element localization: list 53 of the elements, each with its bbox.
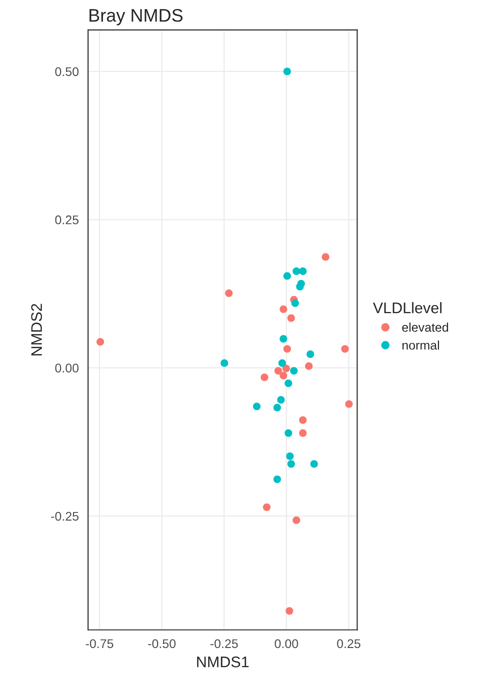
point bbox=[284, 379, 292, 388]
x-tick-label: -0.50 bbox=[148, 639, 176, 648]
x-tick-label: -0.75 bbox=[86, 639, 114, 648]
point bbox=[96, 338, 104, 346]
point bbox=[287, 314, 295, 322]
point bbox=[280, 305, 288, 313]
point bbox=[283, 345, 291, 353]
legend-label: normal bbox=[402, 340, 439, 350]
point bbox=[296, 282, 304, 290]
point bbox=[299, 267, 307, 276]
legend-label: elevated bbox=[402, 322, 448, 332]
point bbox=[292, 516, 300, 524]
point bbox=[287, 460, 295, 468]
x-tick-label: -0.25 bbox=[210, 639, 238, 648]
point bbox=[286, 607, 294, 615]
point bbox=[274, 367, 282, 375]
point bbox=[273, 475, 282, 484]
legend-title: VLDLlevel bbox=[372, 302, 442, 314]
point bbox=[290, 367, 298, 375]
y-tick-label: 0.00 bbox=[55, 364, 79, 372]
x-axis-title: NMDS1 bbox=[197, 656, 249, 668]
point bbox=[299, 429, 307, 437]
point bbox=[305, 362, 313, 370]
y-tick-label: 0.25 bbox=[55, 215, 79, 224]
y-axis-title: NMDS2 bbox=[31, 304, 42, 356]
point bbox=[341, 345, 349, 353]
point bbox=[280, 334, 288, 343]
point bbox=[306, 350, 314, 358]
x-tick-label: 0.25 bbox=[337, 639, 360, 648]
point bbox=[284, 429, 292, 437]
chart-title: Bray NMDS bbox=[90, 8, 183, 26]
point bbox=[322, 253, 330, 261]
point bbox=[291, 299, 299, 308]
point bbox=[273, 404, 282, 412]
point bbox=[283, 68, 291, 76]
point bbox=[220, 359, 228, 367]
y-tick-label: -0.25 bbox=[51, 512, 79, 521]
point bbox=[262, 503, 271, 511]
point bbox=[225, 289, 233, 297]
point bbox=[283, 272, 291, 280]
point bbox=[277, 396, 285, 404]
point bbox=[260, 374, 268, 382]
point bbox=[282, 364, 290, 372]
point bbox=[299, 416, 307, 424]
point bbox=[292, 267, 300, 276]
point bbox=[286, 452, 294, 460]
point bbox=[252, 402, 261, 410]
x-tick-label: 0.00 bbox=[274, 639, 298, 648]
point bbox=[280, 372, 288, 380]
point bbox=[345, 400, 353, 408]
point bbox=[310, 460, 318, 468]
y-tick-label: 0.50 bbox=[55, 67, 79, 76]
point bbox=[278, 359, 286, 367]
